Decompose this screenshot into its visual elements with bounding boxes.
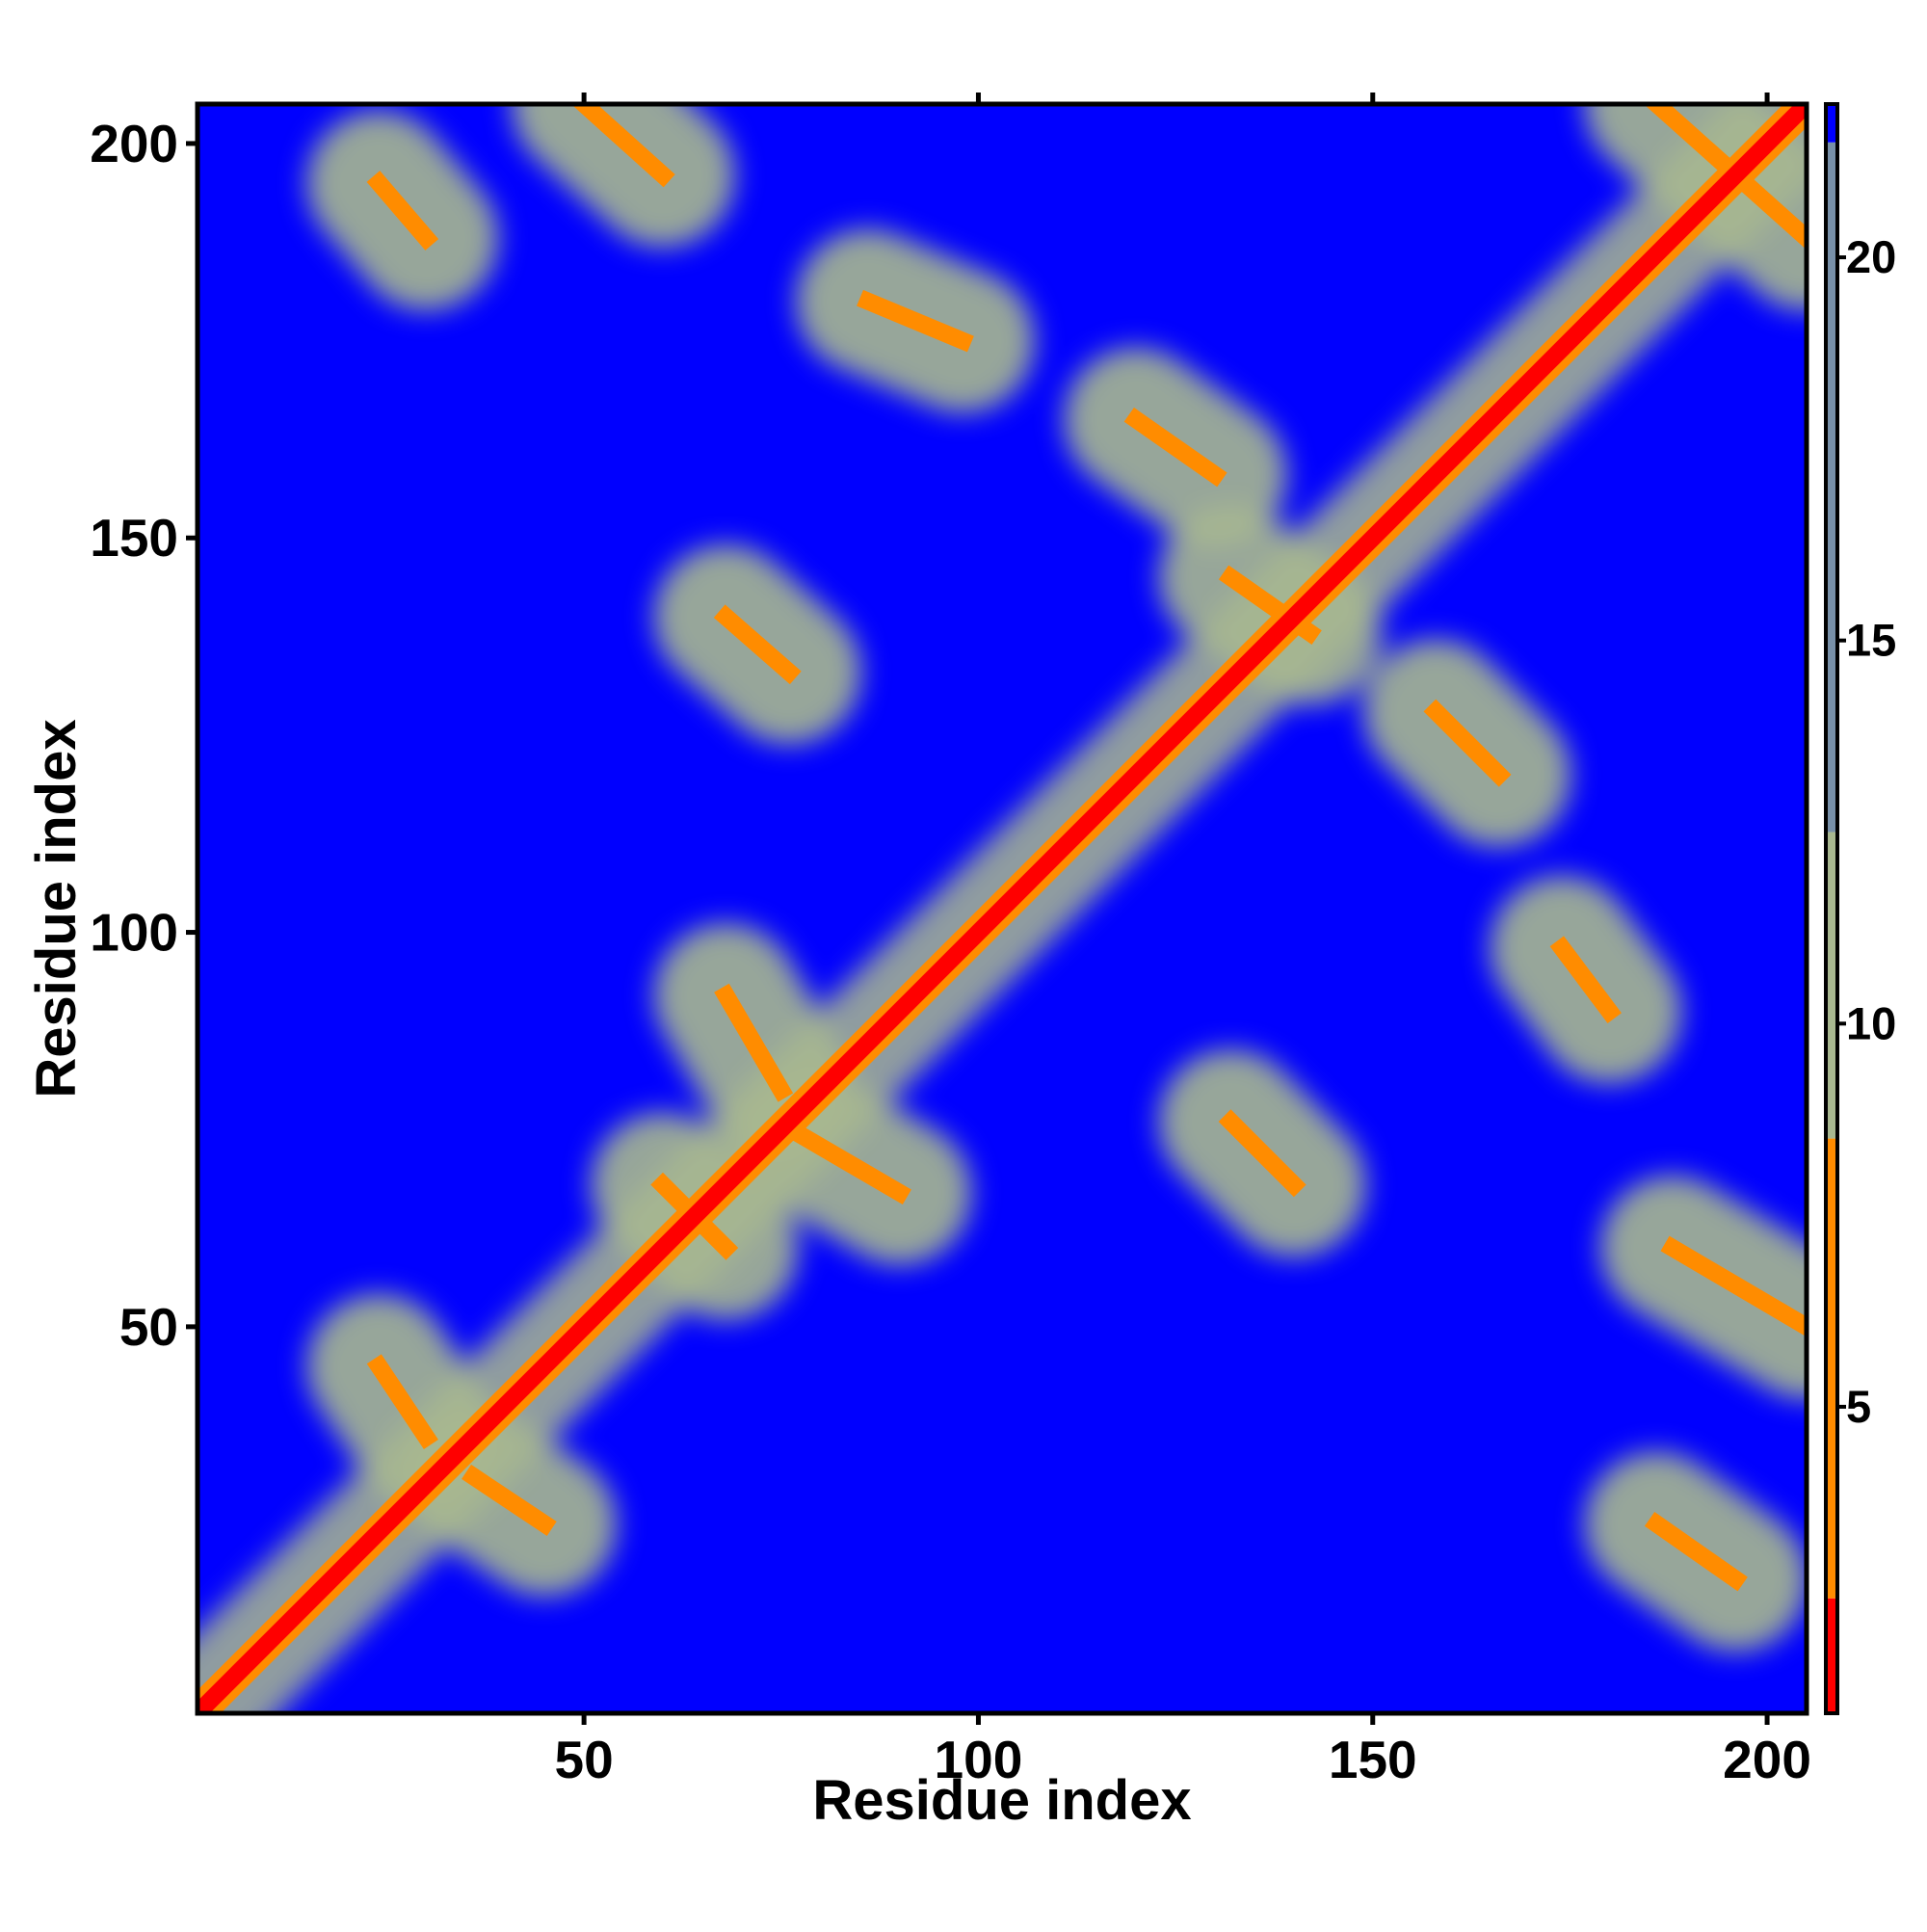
x-tick-label: 100 — [935, 1730, 1023, 1789]
x-tick-label: 50 — [555, 1730, 614, 1789]
contact-stripe-2 — [714, 983, 794, 1102]
colorbar-tick-label: 10 — [1846, 997, 1896, 1048]
contact-stripe-9 — [1423, 699, 1512, 787]
contact-stripe-12 — [366, 171, 439, 251]
contact-stripe-15 — [1660, 1235, 1807, 1337]
y-tick-label: 50 — [119, 1297, 178, 1357]
plot-frame — [195, 101, 1809, 1716]
heatmap-cells-layer — [198, 104, 1807, 1713]
contact-stripe-0 — [366, 1354, 438, 1449]
contact-stripe-6 — [857, 289, 974, 353]
colorbar-tick-label: 20 — [1846, 231, 1896, 282]
contact-stripe-7 — [1123, 407, 1227, 488]
colorbar-segment-mid — [1826, 832, 1837, 1139]
x-tick-label: 200 — [1723, 1730, 1811, 1789]
y-tick-label: 100 — [90, 903, 178, 963]
x-axis-title: Residue index — [812, 1769, 1191, 1832]
colorbar-segment-contact — [1826, 1598, 1837, 1713]
y-tick-label: 150 — [90, 508, 178, 568]
colorbar-segment-close — [1826, 1138, 1837, 1599]
contact-stripe-3 — [793, 1125, 911, 1205]
colorbar-tick-label: 5 — [1846, 1381, 1871, 1432]
diagonal-contact-band — [198, 104, 1807, 1713]
colorbar-tick-label: 15 — [1846, 615, 1896, 666]
contact-stripe-14 — [1644, 1511, 1748, 1592]
contact-stripe-10 — [1549, 936, 1622, 1024]
x-axis: 50 100 150 200 — [555, 93, 1811, 1789]
plot-area — [198, 104, 1807, 1713]
y-axis: 50 100 150 200 — [90, 114, 198, 1357]
contact-stripe-5 — [713, 604, 802, 685]
colorbar-frame — [1824, 102, 1839, 1715]
y-tick-label: 200 — [90, 114, 178, 173]
y-axis-title: Residue index — [25, 719, 88, 1098]
contact-stripe-1 — [462, 1464, 557, 1537]
x-tick-label: 150 — [1329, 1730, 1417, 1789]
colorbar: 5 10 15 20 — [1824, 102, 1896, 1715]
colorbar-segment-far — [1826, 142, 1837, 833]
contact-stripe-13 — [571, 104, 675, 188]
colorbar-segment-background — [1826, 104, 1837, 143]
contact-stripe-11 — [1218, 1109, 1307, 1198]
